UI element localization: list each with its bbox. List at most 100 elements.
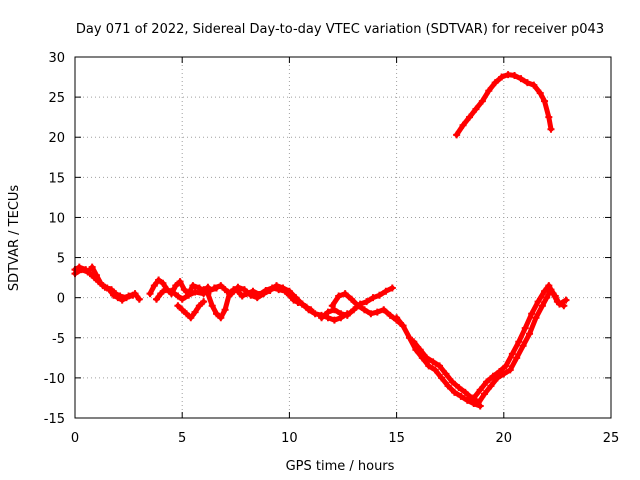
data-point — [517, 75, 525, 83]
y-tick-label: 25 — [48, 91, 65, 106]
data-point — [298, 300, 306, 308]
data-point — [536, 89, 544, 97]
data-point — [305, 306, 313, 314]
data-point — [191, 308, 199, 316]
y-axis-label: SDTVAR / TECUs — [7, 185, 22, 292]
data-point — [513, 354, 521, 362]
data-point — [360, 306, 368, 314]
data-point — [545, 282, 553, 290]
data-point — [150, 282, 158, 290]
x-tick-label: 5 — [178, 431, 186, 446]
data-point — [532, 314, 540, 322]
data-point — [523, 79, 531, 87]
data-point — [483, 378, 491, 386]
data-point — [393, 314, 401, 322]
data-point — [341, 290, 349, 298]
y-tick-label: -15 — [44, 412, 65, 427]
data-point — [457, 392, 465, 400]
data-point — [508, 350, 516, 358]
data-point — [511, 71, 519, 79]
data-point — [504, 71, 512, 79]
data-point — [410, 338, 418, 346]
data-point — [330, 316, 338, 324]
data-point — [461, 388, 469, 396]
data-point — [530, 81, 538, 89]
data-point — [541, 287, 549, 295]
data-point — [489, 372, 497, 380]
data-point — [260, 290, 268, 298]
y-tick-label: -5 — [52, 332, 65, 347]
data-point — [285, 287, 293, 295]
data-point — [416, 346, 424, 354]
data-point — [292, 294, 300, 302]
data-point — [221, 306, 229, 314]
data-point — [506, 366, 514, 374]
data-point — [253, 294, 261, 302]
data-point — [425, 362, 433, 370]
data-point — [335, 292, 343, 300]
y-tick-label: -10 — [44, 372, 65, 387]
data-point — [217, 282, 225, 290]
data-point — [498, 73, 506, 81]
data-point — [210, 284, 218, 292]
data-point — [178, 295, 186, 303]
data-point — [195, 302, 203, 310]
data-point — [354, 302, 362, 310]
data-point — [463, 396, 471, 404]
y-tick-label: 5 — [57, 252, 65, 267]
data-point — [442, 370, 450, 378]
data-point — [95, 278, 103, 286]
data-point — [159, 279, 167, 287]
data-point — [318, 314, 326, 322]
data-point — [279, 284, 287, 292]
data-point — [429, 358, 437, 366]
data-point — [238, 292, 246, 300]
data-point — [157, 290, 165, 298]
data-point — [200, 286, 208, 294]
data-point — [423, 354, 431, 362]
data-point — [167, 287, 175, 295]
data-point — [174, 292, 182, 300]
data-point — [562, 296, 570, 304]
data-point — [519, 342, 527, 350]
data-points — [71, 71, 570, 410]
data-point — [481, 390, 489, 398]
data-point — [337, 310, 345, 318]
chart-title: Day 071 of 2022, Sidereal Day-to-day VTE… — [76, 22, 604, 37]
data-point — [228, 290, 236, 298]
data-point — [502, 362, 510, 370]
data-point — [382, 287, 390, 295]
data-point — [180, 286, 188, 294]
data-point — [450, 388, 458, 396]
series-trace — [475, 287, 569, 407]
data-point — [493, 374, 501, 382]
x-tick-label: 25 — [603, 431, 620, 446]
data-point — [152, 295, 160, 303]
data-point — [431, 366, 439, 374]
data-point — [208, 302, 216, 310]
data-point — [350, 306, 358, 314]
data-point — [129, 291, 137, 299]
data-point — [86, 270, 94, 278]
data-point — [487, 382, 495, 390]
data-point — [328, 302, 336, 310]
data-point — [521, 324, 529, 332]
data-point — [221, 286, 229, 294]
data-point — [311, 310, 319, 318]
data-point — [189, 282, 197, 290]
data-point — [472, 105, 480, 113]
data-point — [448, 378, 456, 386]
data-point — [474, 400, 482, 408]
data-point — [178, 306, 186, 314]
data-point — [541, 97, 549, 105]
data-point — [247, 291, 255, 299]
data-point — [528, 310, 536, 318]
data-point — [386, 311, 394, 319]
data-point — [273, 282, 281, 290]
data-point — [459, 121, 467, 129]
series-arc5 — [174, 298, 208, 322]
data-point — [485, 87, 493, 95]
data-point — [470, 394, 478, 402]
